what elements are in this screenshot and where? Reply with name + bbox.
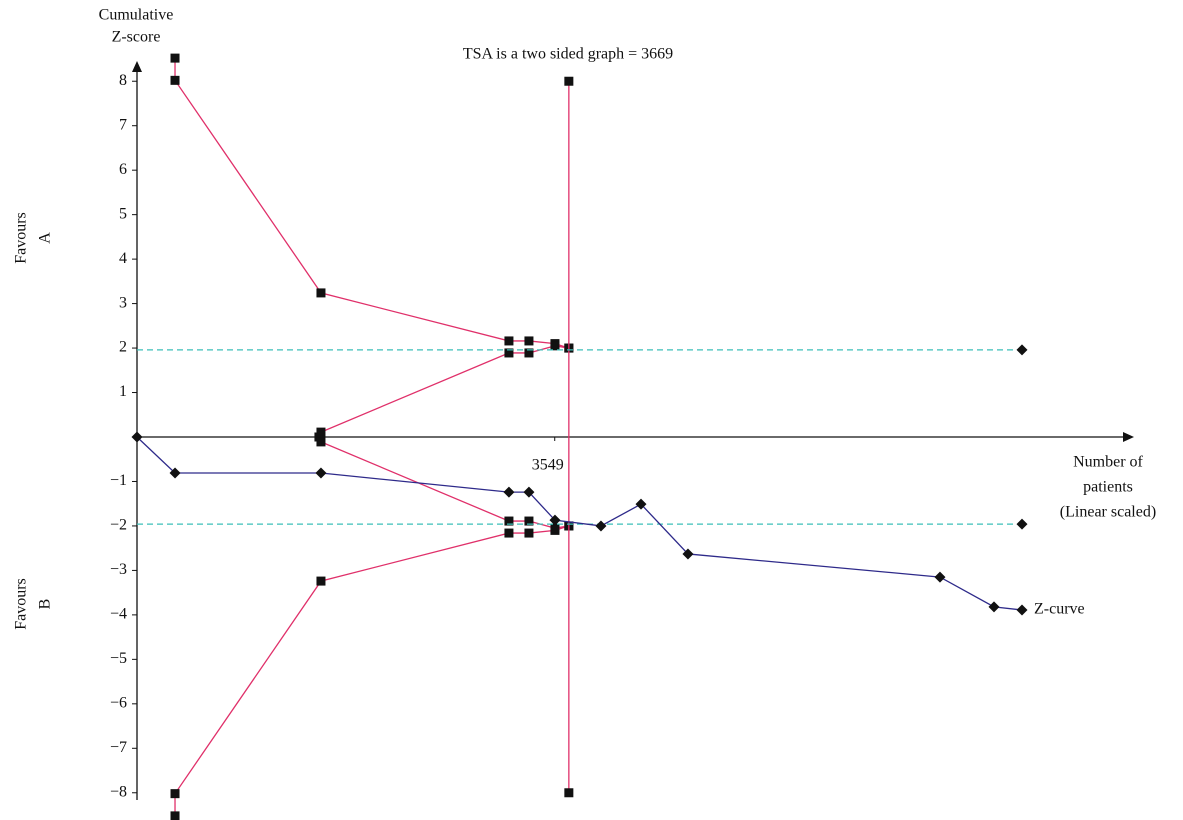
square-marker [314,432,324,442]
diamond-marker [523,486,535,498]
z-curve-line [136,436,1023,611]
y-tick-label: −5 [110,650,127,667]
side-label: B [37,599,54,610]
y-tick-label: 2 [119,339,127,356]
y-tick-label: 8 [119,72,127,89]
y-axis-label: Z-score [112,29,161,46]
diamond-marker [1016,518,1028,530]
side-label: Favours [13,212,30,264]
square-marker [550,523,560,533]
square-marker [524,528,534,538]
square-marker [524,516,534,526]
y-tick-label: −8 [110,783,127,800]
square-marker [170,811,180,820]
y-axis-arrow [132,61,142,72]
diamond-marker [934,571,946,583]
y-tick-label: −7 [110,739,127,756]
diamond-marker [635,498,647,510]
square-marker [504,528,514,538]
diamond-marker [549,514,561,526]
legend-label: Z-curve [1034,601,1085,618]
y-tick-label: 7 [119,116,127,133]
boundary-line [174,58,570,349]
square-marker [316,288,326,298]
y-tick-label: 5 [119,205,127,222]
x-tick-label: 3549 [532,457,564,474]
square-marker [550,341,560,351]
square-marker [524,348,534,358]
x-axis-arrow [1123,432,1134,442]
diamond-marker [595,520,607,532]
square-marker [524,336,534,346]
y-tick-label: −4 [110,606,127,623]
y-tick-label: 3 [119,294,127,311]
y-tick-label: −2 [110,517,127,534]
square-marker [316,576,326,586]
diamond-marker [682,548,694,560]
square-marker [564,76,574,86]
y-tick-label: −3 [110,561,127,578]
square-marker [504,348,514,358]
boundary-line [318,436,569,529]
square-marker [170,75,180,85]
chart-title: TSA is a two sided graph = 3669 [463,46,673,63]
square-marker [170,53,180,63]
diamond-marker [503,486,515,498]
y-tick-label: 6 [119,161,127,178]
diamond-marker [988,601,1000,613]
diamond-marker [169,467,181,479]
square-marker [316,427,326,437]
square-marker [564,788,574,798]
diamond-marker [1016,604,1028,616]
square-marker [170,789,180,799]
x-axis-label: patients [1083,479,1133,496]
y-tick-label: 1 [119,383,127,400]
square-marker [504,336,514,346]
y-tick-label: 4 [119,250,127,267]
y-tick-label: −1 [110,472,127,489]
diamond-marker [1016,344,1028,356]
square-marker [316,437,326,447]
boundary-line [174,525,570,816]
side-label: Favours [13,578,30,630]
side-label: A [37,232,54,244]
x-axis-label: Number of [1073,454,1143,471]
y-tick-label: −6 [110,694,127,711]
boundary-line [318,345,569,438]
y-axis-label: Cumulative [99,7,174,24]
diamond-marker [131,431,143,443]
diamond-marker [315,467,327,479]
x-axis-label: (Linear scaled) [1060,504,1156,521]
square-marker [504,516,514,526]
